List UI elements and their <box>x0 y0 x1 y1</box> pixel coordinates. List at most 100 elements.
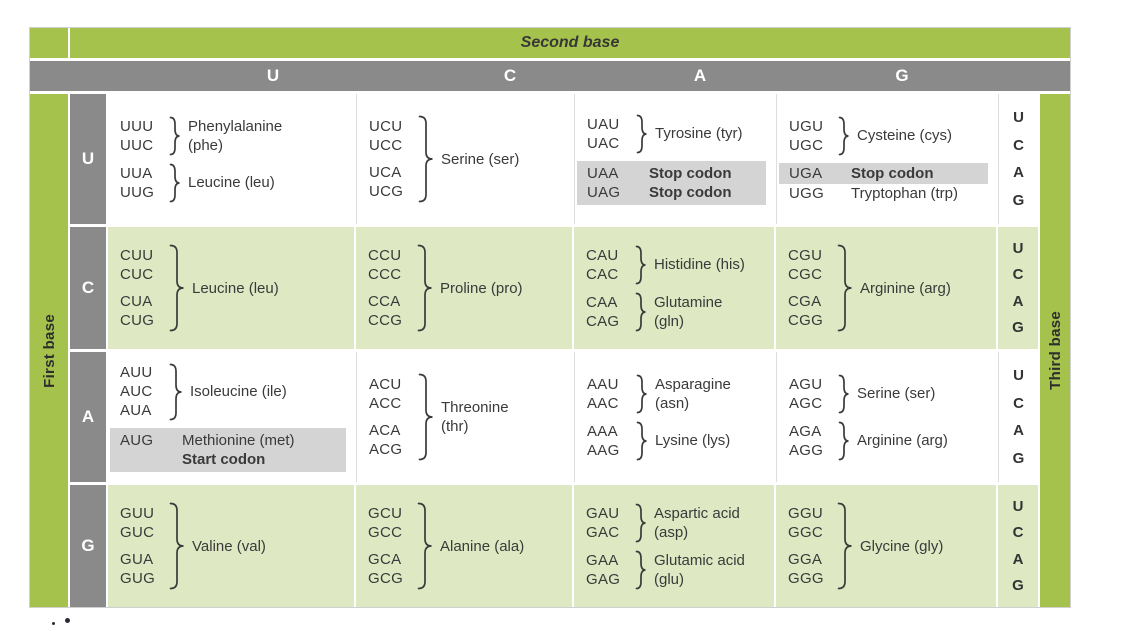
amino-acid-label: Phenylalanine (phe) <box>188 117 282 155</box>
brace <box>417 244 433 332</box>
amino-acid-label: Lysine (lys) <box>655 431 730 450</box>
codon: UCC <box>369 137 403 154</box>
amino-acid-label-line: Serine (ser) <box>441 150 520 168</box>
row-header-letter: G <box>70 485 106 607</box>
third-base-letter: U <box>1013 108 1024 126</box>
amino-acid-label: Alanine (ala) <box>440 537 524 556</box>
amino-acid-label-line: Histidine (his) <box>654 256 745 273</box>
codon: AAC <box>587 394 619 412</box>
codon: AAG <box>587 441 620 459</box>
codon: GCU <box>368 505 403 522</box>
codon-group: UCU UCC UCA UCG Serine (ser) <box>369 115 564 203</box>
codon: CCG <box>368 312 403 329</box>
amino-acid-label: Threonine (thr) <box>441 398 509 436</box>
codon-pair-gap <box>120 284 162 292</box>
special-codon-label: Start codon <box>182 450 266 468</box>
codon-list: UUA UUG <box>120 164 162 202</box>
third-base-letter: A <box>1013 422 1024 440</box>
amino-acid-label: Isoleucine (ile) <box>190 382 287 401</box>
codon: ACU <box>369 376 402 393</box>
codon: GCA <box>368 551 402 568</box>
codon: UUG <box>120 183 155 201</box>
codon-cell: AAU AAC Asparagine (asn) AAA AAG Lysine (lys) <box>574 352 774 482</box>
amino-acid-label-line: Lysine (lys) <box>655 432 731 449</box>
third-base-letter: A <box>1013 164 1024 182</box>
brace <box>838 374 850 414</box>
codon: UUU <box>120 117 154 135</box>
curly-brace-icon <box>838 116 849 155</box>
codon: CGG <box>788 312 824 329</box>
codon-group: GCU GCC GCA GCG Alanine (ala) <box>368 502 564 590</box>
curly-brace-icon <box>169 244 184 332</box>
special-codon-label: Stop codon <box>649 183 732 201</box>
curly-brace-icon <box>169 363 182 420</box>
third-base-letter: G <box>1012 318 1024 336</box>
codon-cell: ACU ACC ACA ACG Threonine (thr) <box>356 352 572 482</box>
amino-acid-label-line: Leucine (leu) <box>188 174 275 191</box>
codon-cell: GGU GGC GGA GGG Glycine (gly) <box>776 485 996 607</box>
amino-acid-label: Proline (pro) <box>440 279 523 298</box>
codon: GAC <box>586 523 620 541</box>
special-codon-row: AUG Methionine (met) <box>120 431 340 450</box>
codon-list: UGU UGC <box>789 117 831 155</box>
curly-brace-icon <box>169 116 180 155</box>
codon: UGG <box>789 184 825 202</box>
codon-cell: GUU GUC GUA GUG Valine (val) <box>108 485 354 607</box>
codon: GCG <box>368 570 404 587</box>
first-base-label: First base <box>40 313 58 388</box>
row-header-letter: U <box>70 94 106 224</box>
special-codon-row: UAA Stop codon <box>587 164 760 183</box>
codon-pair-gap <box>368 542 410 550</box>
brace <box>169 163 181 203</box>
amino-acid-label: Tyrosine (tyr) <box>655 124 743 143</box>
codon-pair-gap <box>369 155 411 163</box>
codon: GGG <box>788 570 824 587</box>
corner-cell <box>30 28 68 58</box>
codon-group: GAU GAC Aspartic acid (asp) <box>586 503 766 543</box>
codon-list: UUU UUC <box>120 117 162 155</box>
amino-acid-label-line: Arginine (arg) <box>857 432 948 449</box>
codon-group: AAA AAG Lysine (lys) <box>587 421 766 461</box>
curly-brace-icon <box>636 374 647 413</box>
amino-acid-label-line: Valine (val) <box>192 537 266 555</box>
amino-acid-label-line: Alanine (ala) <box>440 537 525 555</box>
codon-group: GUU GUC GUA GUG Valine (val) <box>120 502 346 590</box>
codon-list: GAA GAG <box>586 551 628 589</box>
codon: UGC <box>789 136 824 154</box>
amino-acid-label-line: Tyrosine (tyr) <box>655 125 743 142</box>
amino-acid-label-line: Serine (ser) <box>857 385 936 402</box>
curly-brace-icon <box>837 244 852 332</box>
codon-cell: GCU GCC GCA GCG Alanine (ala) <box>356 485 572 607</box>
codon: UAA <box>587 164 619 182</box>
second-base-label: Second base <box>520 34 620 51</box>
curly-brace-icon <box>635 503 646 542</box>
codon-cell: UAU UAC Tyrosine (tyr) UAA Stop codon UAG Stop… <box>574 94 774 224</box>
brace <box>169 116 181 156</box>
brace <box>635 503 647 543</box>
special-codon-row: UAG Stop codon <box>587 183 760 202</box>
codon-pair-gap <box>788 542 830 550</box>
codon: UAG <box>587 183 621 201</box>
codon <box>120 450 182 469</box>
special-codon-label: Tryptophan (trp) <box>851 184 958 202</box>
brace <box>837 502 853 590</box>
codon-list: ACU ACC ACA ACG <box>369 375 411 459</box>
amino-acid-label: Aspartic acid (asp) <box>654 504 740 542</box>
third-base-strip: Third base <box>1040 94 1070 607</box>
codon: UCU <box>369 118 403 135</box>
codon: GUA <box>120 551 154 568</box>
curly-brace-icon <box>169 502 184 590</box>
special-codon-label: Stop codon <box>649 164 732 182</box>
codon: UCA <box>369 164 402 181</box>
curly-brace-icon <box>418 115 433 203</box>
codon: CGA <box>788 293 822 310</box>
third-base-letter: A <box>1012 550 1024 568</box>
brace <box>636 421 648 461</box>
third-base-letter: C <box>1012 266 1024 284</box>
column-header-letter: U <box>266 66 280 85</box>
codon-pair-gap <box>368 284 410 292</box>
codon: CCA <box>368 293 401 310</box>
